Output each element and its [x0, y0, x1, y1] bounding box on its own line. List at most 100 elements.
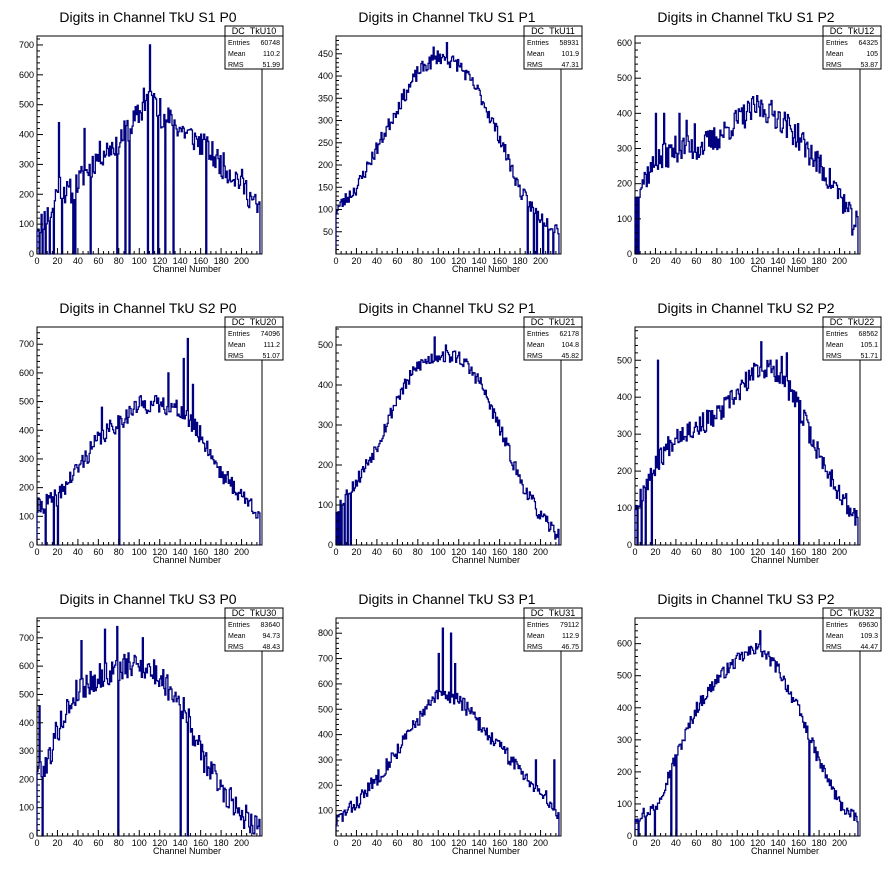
- x-tick-label: 160: [791, 838, 806, 848]
- stats-value: 110.2: [263, 51, 280, 58]
- stats-value: 68562: [859, 331, 879, 338]
- x-tick-label: 20: [52, 547, 62, 557]
- x-tick-label: 180: [812, 256, 827, 266]
- stats-label: Entries: [228, 622, 250, 629]
- y-tick-label: 400: [617, 392, 632, 402]
- x-tick-label: 160: [492, 838, 507, 848]
- x-tick-label: 60: [392, 838, 402, 848]
- x-tick-label: 100: [132, 547, 147, 557]
- y-tick-label: 300: [617, 144, 632, 154]
- x-tick-label: 80: [114, 838, 124, 848]
- x-tick-label: 60: [691, 256, 701, 266]
- x-tick-label: 180: [214, 256, 229, 266]
- histogram-line: [36, 625, 261, 837]
- x-tick-label: 200: [533, 256, 548, 266]
- x-tick-label: 80: [413, 838, 423, 848]
- stats-value: 111.2: [264, 342, 281, 349]
- stats-box: [822, 607, 882, 652]
- x-tick-label: 80: [712, 838, 722, 848]
- stats-name: DC_TkU30: [232, 608, 277, 618]
- y-tick-label: 300: [19, 454, 34, 464]
- y-tick-label: 800: [318, 628, 333, 638]
- x-tick-label: 180: [214, 547, 229, 557]
- x-tick-label: 100: [730, 256, 745, 266]
- y-tick-label: 500: [19, 397, 34, 407]
- x-axis-label: Channel Number: [153, 846, 221, 856]
- x-tick-label: 140: [472, 838, 487, 848]
- x-tick-label: 200: [234, 547, 249, 557]
- chart-title: Digits in Channel TkU S2 P2: [657, 300, 834, 316]
- x-tick-label: 100: [730, 838, 745, 848]
- x-tick-label: 0: [333, 838, 338, 848]
- x-tick-label: 180: [214, 838, 229, 848]
- x-tick-label: 120: [750, 547, 765, 557]
- x-tick-label: 60: [392, 547, 402, 557]
- x-tick-label: 100: [431, 547, 446, 557]
- x-tick-label: 0: [34, 547, 39, 557]
- histogram-line: [36, 337, 261, 546]
- stats-label: RMS: [228, 62, 244, 69]
- x-tick-label: 140: [472, 547, 487, 557]
- x-tick-label: 140: [472, 256, 487, 266]
- x-tick-label: 180: [812, 547, 827, 557]
- x-tick-label: 140: [771, 547, 786, 557]
- stats-value: 51.07: [262, 353, 280, 360]
- stats-value: 109.3: [860, 633, 878, 640]
- y-tick-label: 150: [318, 182, 333, 192]
- y-tick-label: 500: [617, 671, 632, 681]
- stats-value: 105.1: [860, 342, 878, 349]
- x-tick-label: 180: [513, 547, 528, 557]
- chart-title: Digits in Channel TkU S3 P1: [358, 591, 535, 607]
- y-tick-label: 500: [19, 689, 34, 699]
- stats-box: [523, 25, 583, 70]
- x-tick-label: 20: [650, 256, 660, 266]
- x-tick-label: 140: [173, 838, 188, 848]
- x-tick-label: 180: [513, 256, 528, 266]
- y-tick-label: 300: [617, 429, 632, 439]
- x-tick-label: 60: [93, 838, 103, 848]
- y-tick-label: 400: [318, 730, 333, 740]
- y-tick-label: 400: [318, 380, 333, 390]
- y-tick-label: 400: [617, 703, 632, 713]
- x-tick-label: 120: [451, 547, 466, 557]
- stats-box: [224, 316, 284, 361]
- stats-value: 51.71: [860, 353, 878, 360]
- stats-name: DC_TkU21: [531, 317, 576, 327]
- stats-name: DC_TkU32: [830, 608, 875, 618]
- stats-label: Mean: [228, 633, 246, 640]
- x-tick-label: 180: [812, 838, 827, 848]
- x-tick-label: 120: [750, 838, 765, 848]
- x-tick-label: 20: [650, 547, 660, 557]
- x-tick-label: 20: [52, 256, 62, 266]
- x-tick-label: 40: [671, 838, 681, 848]
- stats-label: RMS: [228, 644, 244, 651]
- chart-title: Digits in Channel TkU S1 P1: [358, 9, 535, 25]
- x-tick-label: 200: [832, 256, 847, 266]
- y-tick-label: 700: [318, 654, 333, 664]
- y-tick-label: 0: [627, 831, 632, 841]
- y-tick-label: 300: [318, 420, 333, 430]
- x-tick-label: 120: [152, 838, 167, 848]
- x-tick-label: 140: [771, 838, 786, 848]
- y-tick-label: 0: [29, 249, 34, 259]
- y-tick-label: 200: [617, 179, 632, 189]
- x-axis-label: Channel Number: [751, 264, 819, 274]
- x-tick-label: 200: [234, 256, 249, 266]
- histogram-line: [335, 627, 560, 836]
- stats-label: RMS: [826, 62, 842, 69]
- x-tick-label: 80: [114, 547, 124, 557]
- y-tick-label: 700: [19, 339, 34, 349]
- chart-panel-s2-p2: Digits in Channel TkU S2 P2 0 20 40 60 80 100 1…: [617, 300, 882, 565]
- stats-label: Entries: [826, 331, 848, 338]
- x-tick-label: 0: [333, 256, 338, 266]
- stats-value: 46.75: [561, 644, 579, 651]
- x-tick-label: 0: [34, 256, 39, 266]
- y-tick-label: 300: [19, 159, 34, 169]
- stats-label: Entries: [527, 40, 549, 47]
- x-tick-label: 160: [492, 547, 507, 557]
- stats-value: 69630: [859, 622, 879, 629]
- x-tick-label: 200: [533, 547, 548, 557]
- x-tick-label: 0: [632, 547, 637, 557]
- x-tick-label: 80: [114, 256, 124, 266]
- stats-value: 94.73: [262, 633, 280, 640]
